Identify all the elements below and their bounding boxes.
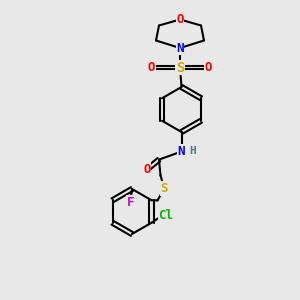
Text: O: O xyxy=(176,13,184,26)
Text: S: S xyxy=(176,61,184,74)
Text: N: N xyxy=(176,41,184,55)
Text: S: S xyxy=(161,182,168,195)
Text: H: H xyxy=(190,146,196,157)
Text: O: O xyxy=(148,61,155,74)
Text: Cl: Cl xyxy=(158,209,173,222)
Text: O: O xyxy=(143,163,151,176)
Text: F: F xyxy=(127,196,134,209)
Text: N: N xyxy=(178,145,185,158)
Text: O: O xyxy=(205,61,212,74)
